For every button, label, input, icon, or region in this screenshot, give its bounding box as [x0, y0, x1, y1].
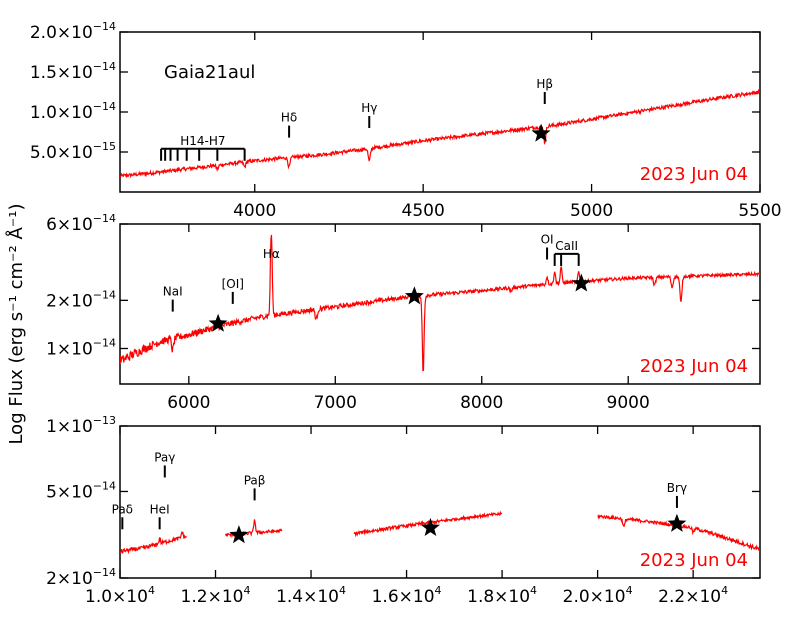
x-tick-label: 5000: [570, 201, 613, 221]
line-marker-label: HeI: [150, 502, 170, 516]
photometry-star-marker: [208, 313, 228, 332]
line-series-label: H14-H7: [180, 134, 225, 148]
spectrum-line: [120, 88, 760, 179]
x-tick-label: 1.2×104: [181, 584, 251, 607]
photometry-star-marker: [229, 525, 249, 544]
x-tick-label: 7000: [314, 393, 357, 413]
photometry-star-marker: [571, 273, 591, 292]
y-tick-label: 2.0×10−14: [30, 20, 116, 43]
observation-date-label: 2023 Jun 04: [640, 356, 748, 377]
line-series-label: CaII: [555, 239, 578, 253]
y-tick-label: 1.5×10−14: [30, 60, 116, 83]
panel-optical-blue: 5.0×10−15 1.0×10−14 1.5×10−14 2.0×10−14 4000…: [30, 20, 782, 221]
x-tick-label: 8000: [460, 393, 503, 413]
y-tick-label: 2×10−14: [46, 288, 116, 311]
panel-near-infrared: 2×10−14 5×10−14 1×10−13 1.0×104 1.2×104 1.4×1…: [46, 414, 761, 607]
y-axis-label: Log Flux (erg s⁻¹ cm⁻² Å⁻¹): [5, 203, 27, 444]
line-marker-label: Hδ: [281, 111, 297, 125]
x-tick-label: 1.0×104: [85, 584, 155, 607]
line-marker-label: Hβ: [536, 77, 553, 91]
x-tick-label: 6000: [167, 393, 210, 413]
line-marker-label: Hγ: [361, 101, 377, 115]
line-marker-label: Paβ: [244, 473, 266, 487]
photometry-star-marker: [667, 513, 687, 532]
x-tick-label: 2.0×104: [563, 584, 633, 607]
y-tick-label: 1×10−14: [46, 337, 116, 360]
line-marker-label: Hα: [263, 247, 280, 261]
line-marker-label: Paγ: [154, 450, 175, 464]
spectrum-line: [120, 510, 760, 555]
line-marker-label: [OI]: [222, 277, 244, 291]
y-tick-label: 5×10−14: [46, 479, 116, 502]
object-name-label: Gaia21aul: [164, 62, 255, 83]
x-tick-label: 1.6×104: [372, 584, 442, 607]
x-tick-label: 4500: [402, 201, 445, 221]
y-tick-label: 1.0×10−14: [30, 100, 116, 123]
x-tick-label: 2.2×104: [658, 584, 728, 607]
x-tick-label: 1.4×104: [276, 584, 346, 607]
y-tick-label: 6×10−14: [46, 212, 116, 235]
plot-frame: [119, 425, 761, 579]
photometry-star-marker: [531, 123, 551, 142]
observation-date-label: 2023 Jun 04: [640, 164, 748, 185]
line-marker-label: OI: [541, 232, 554, 246]
observation-date-label: 2023 Jun 04: [640, 550, 748, 571]
photometry-star-marker: [420, 517, 440, 536]
line-marker-label: NaI: [163, 285, 183, 299]
y-tick-label: 5.0×10−15: [30, 140, 116, 163]
y-tick-label: 1×10−13: [46, 414, 116, 437]
photometry-star-marker: [404, 286, 424, 305]
panel-optical-red: 1×10−14 2×10−14 6×10−14 6000 7000 8000 9000 NaI…: [46, 212, 761, 413]
x-tick-label: 9000: [607, 393, 650, 413]
x-tick-label: 4000: [233, 201, 276, 221]
line-marker-label: Paδ: [112, 502, 133, 516]
y-tick-label: 2×10−14: [46, 566, 116, 589]
x-tick-label: 5500: [738, 201, 781, 221]
plot-frame: [119, 223, 761, 385]
x-tick-label: 1.8×104: [467, 584, 537, 607]
spectrum-line: [120, 234, 760, 372]
line-marker-label: Brγ: [667, 481, 687, 495]
